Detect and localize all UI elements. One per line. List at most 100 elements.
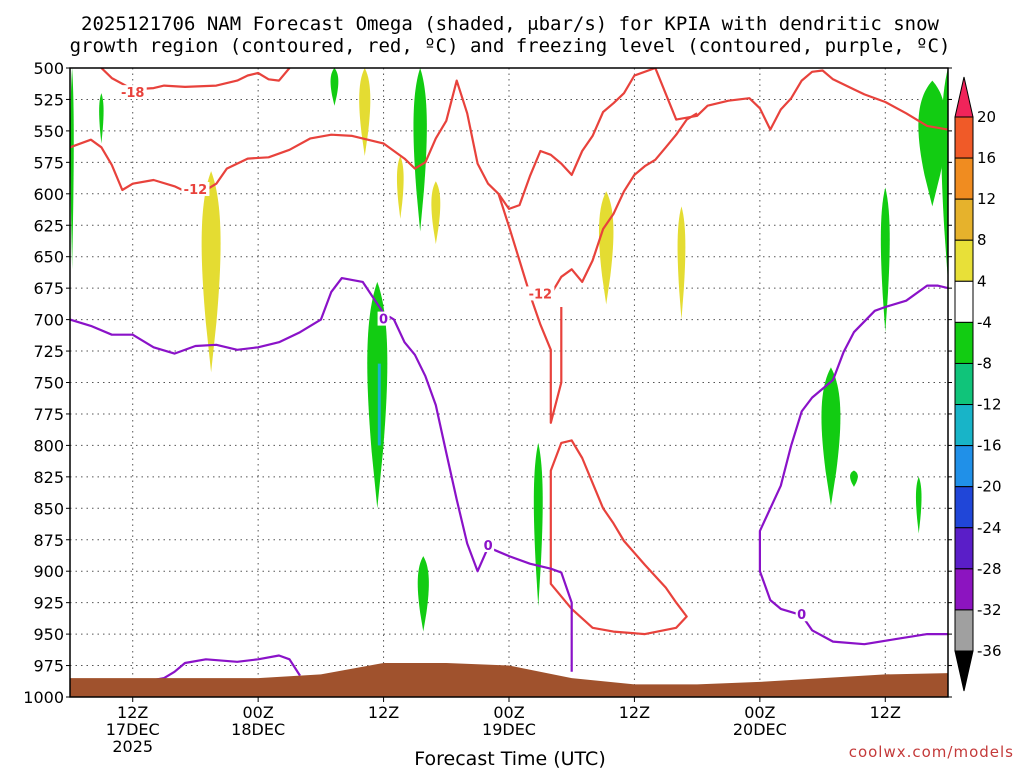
plot-inner: -18-12-120000 [70, 68, 948, 697]
x-tick-label: 00Z [493, 703, 524, 722]
contour-label-bg [795, 607, 808, 622]
x-tick-label: 19DEC [482, 720, 536, 739]
site-credit: coolwx.com/models [849, 743, 1014, 761]
colorbar-box [954, 568, 974, 611]
colorbar-box [954, 116, 974, 159]
contour-label-bg [377, 311, 390, 326]
x-tick-label: 12Z [117, 703, 148, 722]
colorbar: 20 16 12 8 4 -4 -8 -12 -16 -20 -24 -28 -32 -36 [954, 76, 1002, 692]
x-tick-label: 18DEC [231, 720, 285, 739]
colorbar-box [954, 362, 974, 406]
freezing-contour [758, 284, 948, 646]
y-tick-label: 775 [33, 405, 64, 424]
omega-cell [598, 191, 614, 305]
colorbar-label: -36 [977, 642, 1002, 660]
contour-label-bg [181, 182, 210, 197]
y-tick-label: 650 [33, 248, 64, 267]
omega-cell [677, 206, 686, 320]
omega-cell [417, 556, 429, 632]
omega-cell [396, 156, 404, 219]
x-tick-label: 00Z [744, 703, 775, 722]
axes: 500 525 550 575 600 625 650 675 700 725 750 775 800 8… [23, 59, 952, 756]
x-axis-label: Forecast Time (UTC) [414, 748, 605, 768]
y-tick-label: 675 [33, 279, 64, 298]
y-tick-label: 925 [33, 594, 64, 613]
y-tick-label: 525 [33, 90, 64, 109]
x-tick-label: 00Z [242, 703, 273, 722]
omega-cell [821, 367, 841, 506]
freezing-contour [487, 546, 573, 672]
y-tick-label: 1000 [23, 688, 64, 707]
y-tick-label: 625 [33, 216, 64, 235]
colorbar-label: -8 [977, 354, 992, 372]
y-tick-label: 700 [33, 311, 64, 330]
freezing-label: 0 [484, 539, 493, 554]
colorbar-label: -4 [977, 313, 992, 331]
omega-cell [850, 470, 858, 487]
colorbar-label: -16 [977, 437, 1002, 455]
colorbar-box [954, 486, 974, 529]
colorbar-label: 4 [977, 272, 987, 290]
x-tick-label: 17DEC [106, 720, 160, 739]
omega-cell [99, 93, 104, 144]
omega-cell [330, 68, 339, 106]
colorbar-box [954, 527, 974, 570]
colorbar-label: -20 [977, 478, 1002, 496]
y-tick-label: 575 [33, 153, 64, 172]
freezing-label: 0 [797, 608, 806, 623]
colorbar-label: -28 [977, 560, 1002, 578]
freezing-contour [70, 277, 490, 573]
y-tick-label: 725 [33, 342, 64, 361]
y-tick-label: 900 [33, 562, 64, 581]
omega-cell [880, 187, 890, 333]
colorbar-label: 20 [977, 108, 996, 126]
omega-cell [431, 181, 441, 245]
y-tick-label: 850 [33, 499, 64, 518]
omega-cell [359, 68, 371, 157]
contour-label-bg [526, 286, 555, 301]
plot-area: -18-12-120000 [70, 68, 948, 697]
omega-cell [915, 476, 922, 534]
colorbar-label: -32 [977, 601, 1002, 619]
chart-title-line1: 2025121706 NAM Forecast Omega (shaded, μ… [81, 13, 939, 35]
chart-title-line2: growth region (contoured, red, ºC) and f… [70, 35, 951, 57]
colorbar-label: -24 [977, 519, 1002, 537]
y-tick-label: 800 [33, 436, 64, 455]
y-tick-label: 600 [33, 185, 64, 204]
y-tick-label: 950 [33, 625, 64, 644]
omega-cell [367, 281, 388, 509]
x-tick-label: 12Z [619, 703, 650, 722]
colorbar-label: 8 [977, 231, 987, 249]
y-tick-label: 975 [33, 657, 64, 676]
y-tick-label: 500 [33, 59, 64, 78]
dendritic-label: -12 [184, 183, 208, 198]
contour-label-bg [482, 538, 495, 553]
omega-cell [201, 171, 221, 373]
omega-cell [941, 68, 948, 282]
dendritic-contour [497, 193, 563, 424]
colorbar-box [954, 321, 974, 364]
y-tick-label: 825 [33, 468, 64, 487]
y-tick-label: 875 [33, 531, 64, 550]
omega-cell [533, 442, 543, 607]
colorbar-top-arrow [954, 76, 974, 118]
freezing-label: 0 [379, 313, 388, 328]
omega-cell [918, 80, 947, 207]
x-tick-label: 20DEC [733, 720, 787, 739]
omega-core [377, 363, 381, 446]
dendritic-label: -18 [121, 86, 145, 101]
colorbar-label: 12 [977, 190, 996, 208]
colorbar-box [954, 198, 974, 241]
ground-surface [70, 663, 948, 697]
dendritic-contour [549, 439, 688, 636]
y-tick-label: 550 [33, 122, 64, 141]
colorbar-box [954, 609, 974, 652]
x-tick-label: 2025 [112, 737, 153, 756]
colorbar-box [954, 404, 974, 447]
dendritic-contour [549, 112, 698, 295]
dendritic-contour [70, 68, 948, 210]
colorbar-label: 16 [977, 149, 996, 167]
dendritic-label: -12 [529, 287, 553, 302]
colorbar-box [954, 445, 974, 488]
